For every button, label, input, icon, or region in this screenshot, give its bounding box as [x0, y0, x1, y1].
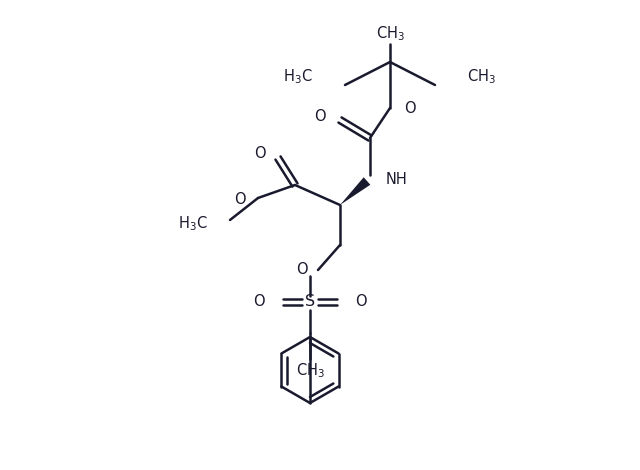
- Text: O: O: [404, 101, 415, 116]
- Text: CH$_3$: CH$_3$: [296, 361, 324, 380]
- Text: O: O: [234, 193, 246, 207]
- Text: H$_3$C: H$_3$C: [284, 68, 313, 86]
- Text: CH$_3$: CH$_3$: [467, 68, 496, 86]
- Text: S: S: [305, 295, 315, 310]
- Text: O: O: [355, 295, 367, 310]
- Text: O: O: [296, 263, 308, 277]
- Text: O: O: [254, 147, 266, 162]
- Text: O: O: [253, 295, 265, 310]
- Text: H$_3$C: H$_3$C: [179, 215, 208, 233]
- Text: NH: NH: [386, 172, 408, 188]
- Polygon shape: [340, 177, 371, 205]
- Text: O: O: [314, 109, 326, 124]
- Text: CH$_3$: CH$_3$: [376, 24, 404, 43]
